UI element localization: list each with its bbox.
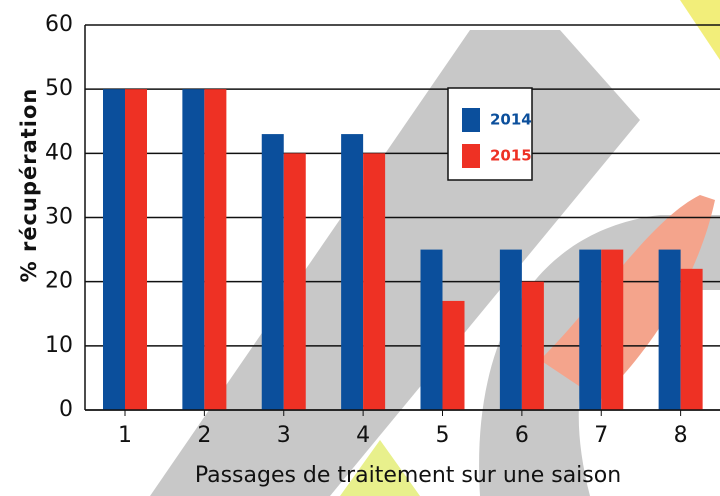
y-tick-label: 60 (45, 12, 73, 37)
y-axis-title: % récupération (17, 88, 41, 283)
bar (443, 301, 465, 410)
x-tick-label: 8 (674, 423, 688, 448)
y-tick-label: 50 (45, 76, 73, 101)
bar (341, 134, 363, 410)
y-tick-label: 30 (45, 205, 73, 230)
bar (262, 134, 284, 410)
bar (421, 250, 443, 410)
bar (659, 250, 681, 410)
chart: % récupération Passages de traitement su… (0, 0, 720, 496)
background-decoration (150, 0, 720, 496)
bar (681, 269, 703, 410)
legend-swatch (462, 144, 480, 168)
x-tick-label: 4 (356, 423, 370, 448)
y-tick-label: 20 (45, 269, 73, 294)
bar (182, 89, 204, 410)
x-tick-label: 1 (118, 423, 132, 448)
x-tick-label: 7 (594, 423, 608, 448)
y-tick-label: 0 (59, 397, 73, 422)
x-axis-title: Passages de traitement sur une saison (195, 463, 621, 488)
legend-box (448, 88, 532, 180)
legend-swatch (462, 108, 480, 132)
bar (363, 153, 385, 410)
y-tick-label: 40 (45, 140, 73, 165)
bar (579, 250, 601, 410)
bar (125, 89, 147, 410)
bar (500, 250, 522, 410)
bar (522, 282, 544, 410)
bar (284, 153, 306, 410)
x-tick-label: 6 (515, 423, 529, 448)
x-tick-label: 2 (197, 423, 211, 448)
y-tick-label: 10 (45, 333, 73, 358)
bar (103, 89, 125, 410)
legend-label: 2014 (490, 111, 532, 129)
x-tick-label: 3 (277, 423, 291, 448)
bar (601, 250, 623, 410)
bar (204, 89, 226, 410)
legend-label: 2015 (490, 147, 532, 165)
legend: 2014 2015 (448, 88, 532, 180)
x-tick-label: 5 (436, 423, 450, 448)
